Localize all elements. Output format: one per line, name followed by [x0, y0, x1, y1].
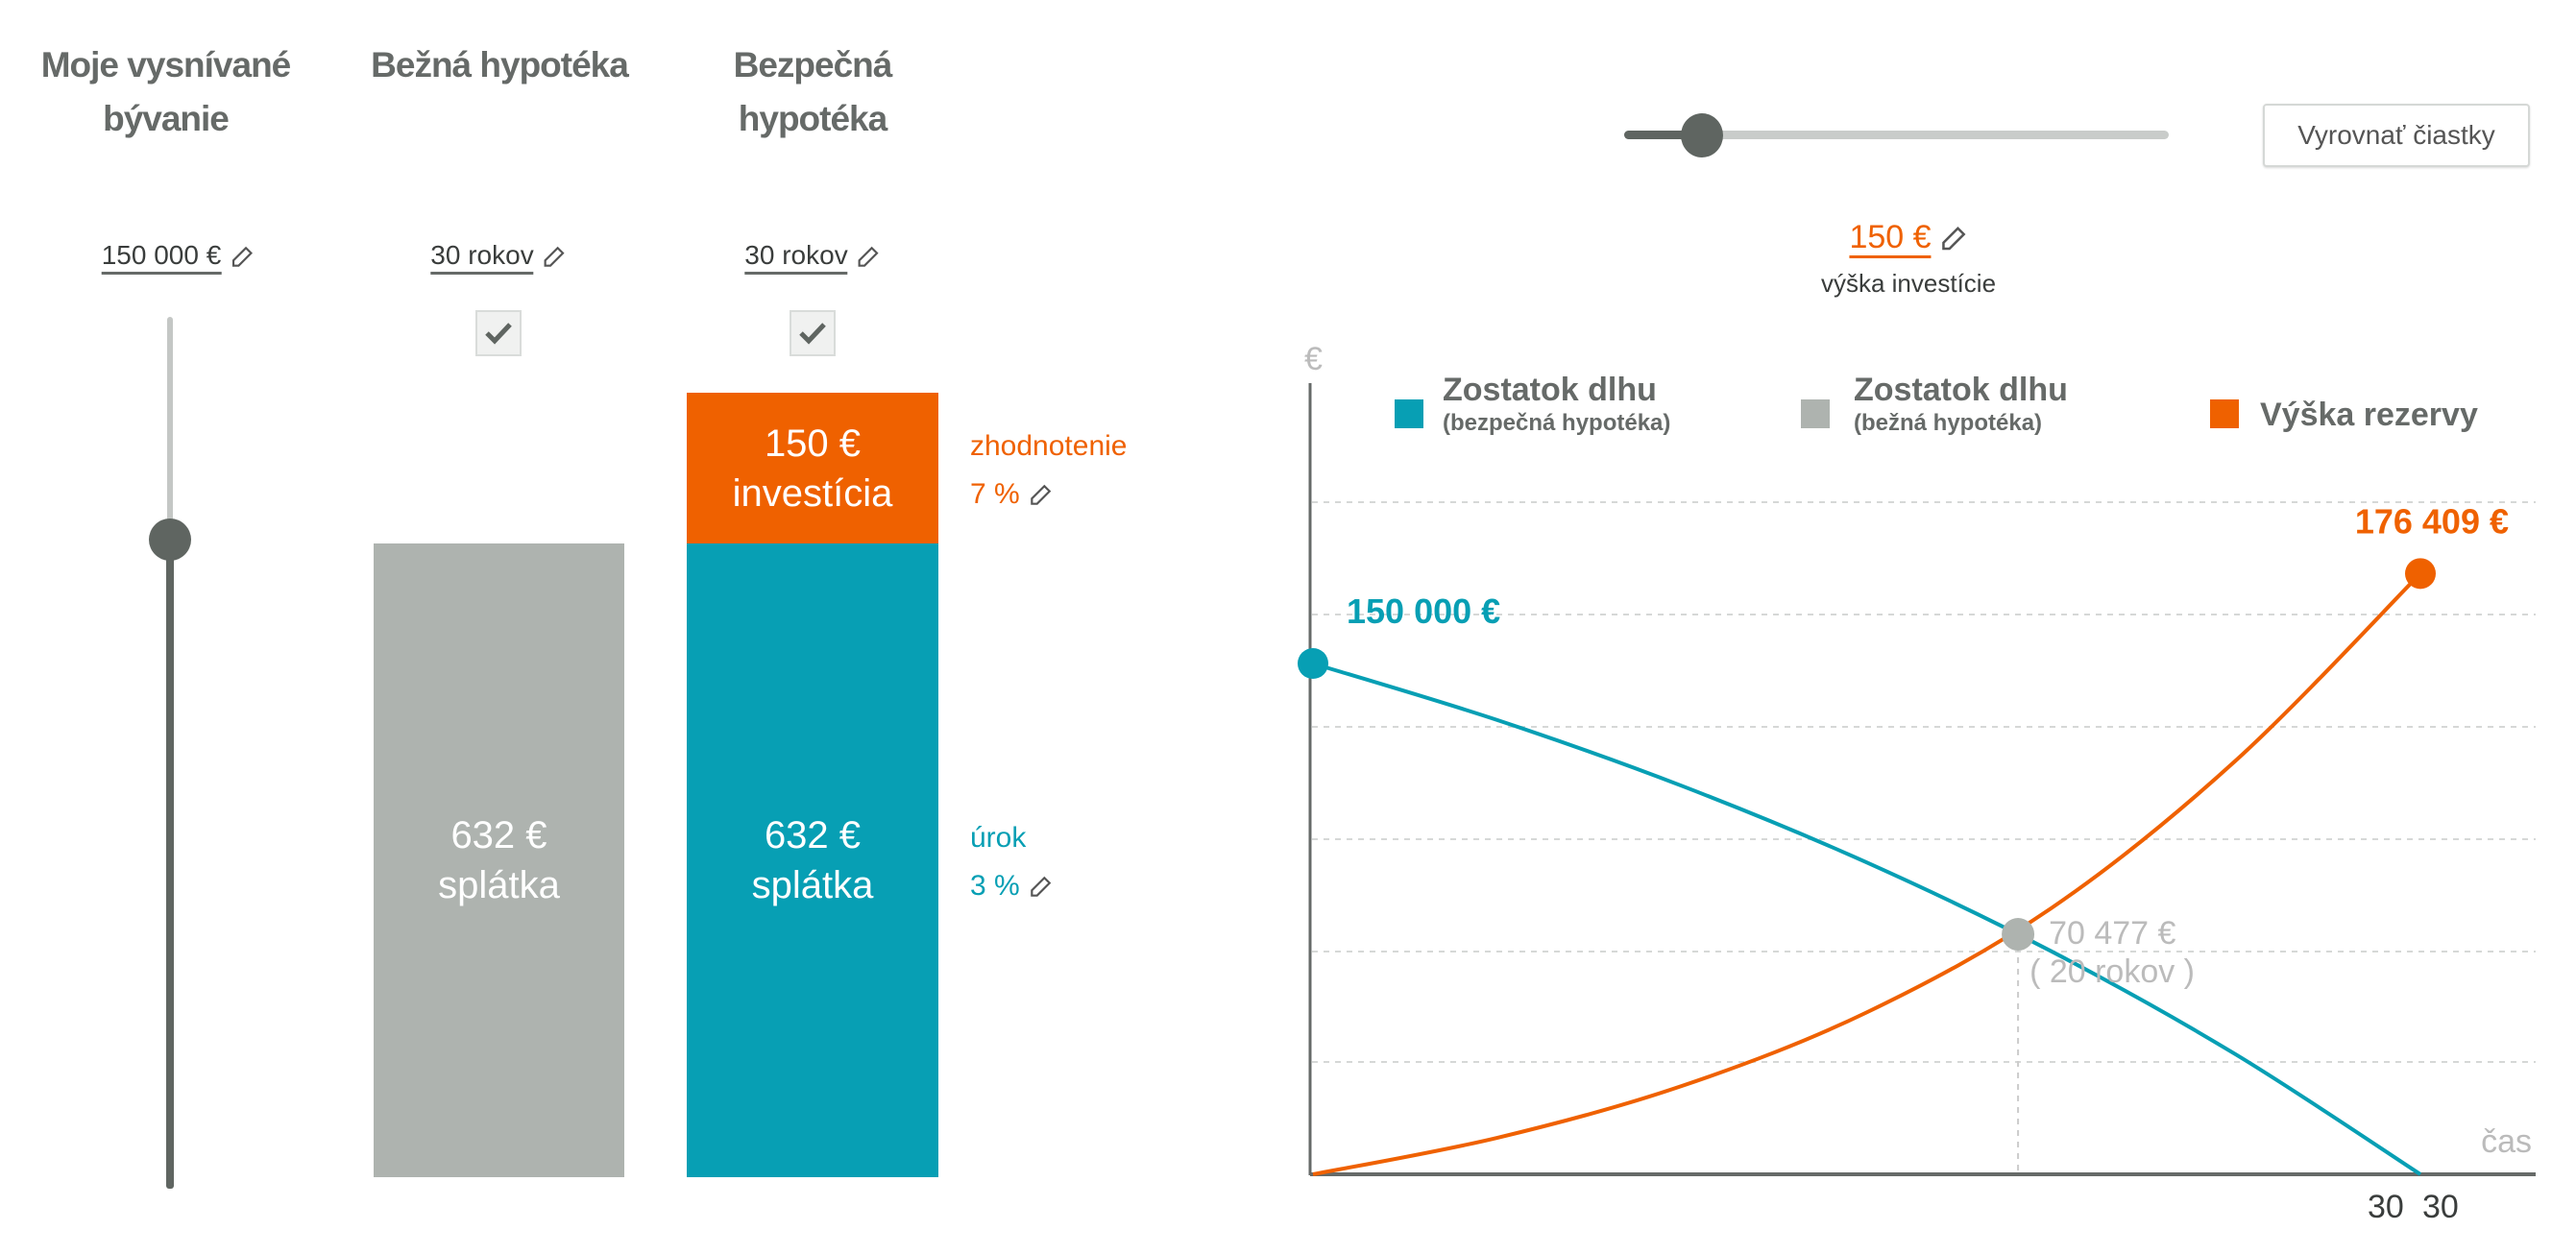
- housing-title: Moje vysnívané bývanie: [38, 38, 293, 146]
- legend-subtitle: (bežná hypotéka): [1854, 410, 2043, 436]
- series-line-safe-debt: [1312, 662, 2422, 1176]
- legend-item-safe: Zostatok dlhu (bezpečná hypotéka): [1443, 371, 1670, 438]
- legend-swatch-reserve: [2210, 399, 2239, 428]
- x-tick-label: 30: [2368, 1189, 2404, 1225]
- appreciation-block: zhodnotenie 7 %: [970, 422, 1127, 518]
- x-tick-label: 30: [2422, 1189, 2459, 1225]
- safe-mortgage-checkbox[interactable]: [790, 310, 836, 356]
- legend-swatch-regular: [1801, 399, 1830, 428]
- legend-subtitle: (bezpečná hypotéka): [1443, 410, 1671, 436]
- pencil-icon[interactable]: [1028, 483, 1053, 508]
- legend-item-reserve: Výška rezervy: [2260, 397, 2478, 433]
- investment-label: investícia: [732, 471, 893, 515]
- housing-price-field[interactable]: 150 000 €: [101, 240, 255, 275]
- pencil-icon[interactable]: [542, 245, 567, 270]
- investment-amount: 150 €: [764, 422, 862, 465]
- regular-mortgage-checkbox[interactable]: [475, 310, 522, 356]
- investment-bar: 150 € investícia: [687, 393, 938, 543]
- checkmark-icon: [799, 323, 826, 345]
- crossing-point[interactable]: [2002, 918, 2035, 952]
- legend-title: Zostatok dlhu: [1443, 372, 1657, 408]
- investment-amount-label: výška investície: [1820, 269, 1997, 298]
- investment-slider-track[interactable]: [1624, 131, 2169, 139]
- appreciation-value[interactable]: 7 %: [970, 478, 1020, 510]
- safe-term-field[interactable]: 30 rokov: [744, 240, 881, 275]
- crossing-label: 70 477 €: [2049, 915, 2175, 952]
- y-axis-label: €: [1304, 341, 1323, 377]
- interest-value[interactable]: 3 %: [970, 870, 1020, 902]
- safe-payment-label: splátka: [751, 864, 874, 906]
- regular-payment-amount: 632 €: [450, 814, 547, 856]
- series-line-reserve: [1312, 571, 2422, 1176]
- regular-term-field[interactable]: 30 rokov: [430, 240, 567, 275]
- legend-item-regular: Zostatok dlhu (bežná hypotéka): [1854, 371, 2068, 438]
- housing-slider-track-top[interactable]: [167, 317, 173, 540]
- housing-slider-handle[interactable]: [149, 518, 191, 561]
- regular-payment-bar: 632 € splátka: [374, 543, 624, 1177]
- end-point[interactable]: [2405, 558, 2436, 590]
- investment-amount-field[interactable]: 150 €: [1849, 219, 1968, 258]
- safe-title-line1: Bezpečná: [733, 45, 893, 84]
- grid: [1312, 501, 2536, 1063]
- checkmark-icon: [485, 323, 512, 345]
- start-point[interactable]: [1298, 648, 1328, 679]
- regular-term-value[interactable]: 30 rokov: [430, 240, 534, 275]
- crossing-sublabel: ( 20 rokov ): [2029, 953, 2195, 990]
- investment-slider-fill[interactable]: [1624, 131, 1702, 139]
- pencil-icon[interactable]: [1939, 225, 1968, 253]
- housing-slider-track-fill[interactable]: [166, 540, 174, 1189]
- housing-price-value[interactable]: 150 000 €: [101, 240, 222, 275]
- x-axis-label: čas: [2481, 1123, 2532, 1160]
- safe-payment-bar: 632 € splátka: [687, 543, 938, 1177]
- interest-label: úrok: [970, 822, 1027, 854]
- appreciation-label: zhodnotenie: [970, 430, 1128, 462]
- housing-title-line2: bývanie: [103, 99, 230, 138]
- regular-payment-label: splátka: [438, 864, 560, 906]
- safe-mortgage-title: Bezpečná hypotéka: [688, 38, 937, 146]
- legend-swatch-safe: [1395, 399, 1423, 428]
- safe-term-value[interactable]: 30 rokov: [744, 240, 848, 275]
- legend-title: Zostatok dlhu: [1854, 372, 2068, 408]
- pencil-icon[interactable]: [856, 245, 881, 270]
- safe-title-line2: hypotéka: [738, 99, 887, 138]
- regular-mortgage-title: Bežná hypotéka: [371, 45, 629, 84]
- appreciation-field[interactable]: 7 %: [970, 470, 1127, 518]
- interest-field[interactable]: 3 %: [970, 862, 1053, 910]
- housing-title-line1: Moje vysnívané: [40, 45, 292, 84]
- investment-slider-handle[interactable]: [1681, 113, 1723, 157]
- equalize-amounts-button[interactable]: Vyrovnať čiastky: [2263, 104, 2530, 167]
- end-label: 176 409 €: [2355, 501, 2509, 541]
- pencil-icon[interactable]: [229, 245, 254, 270]
- pencil-icon[interactable]: [1028, 875, 1053, 900]
- investment-amount-value[interactable]: 150 €: [1849, 219, 1932, 258]
- interest-block: úrok 3 %: [970, 814, 1053, 910]
- start-label: 150 000 €: [1347, 591, 1500, 631]
- safe-payment-amount: 632 €: [764, 814, 862, 856]
